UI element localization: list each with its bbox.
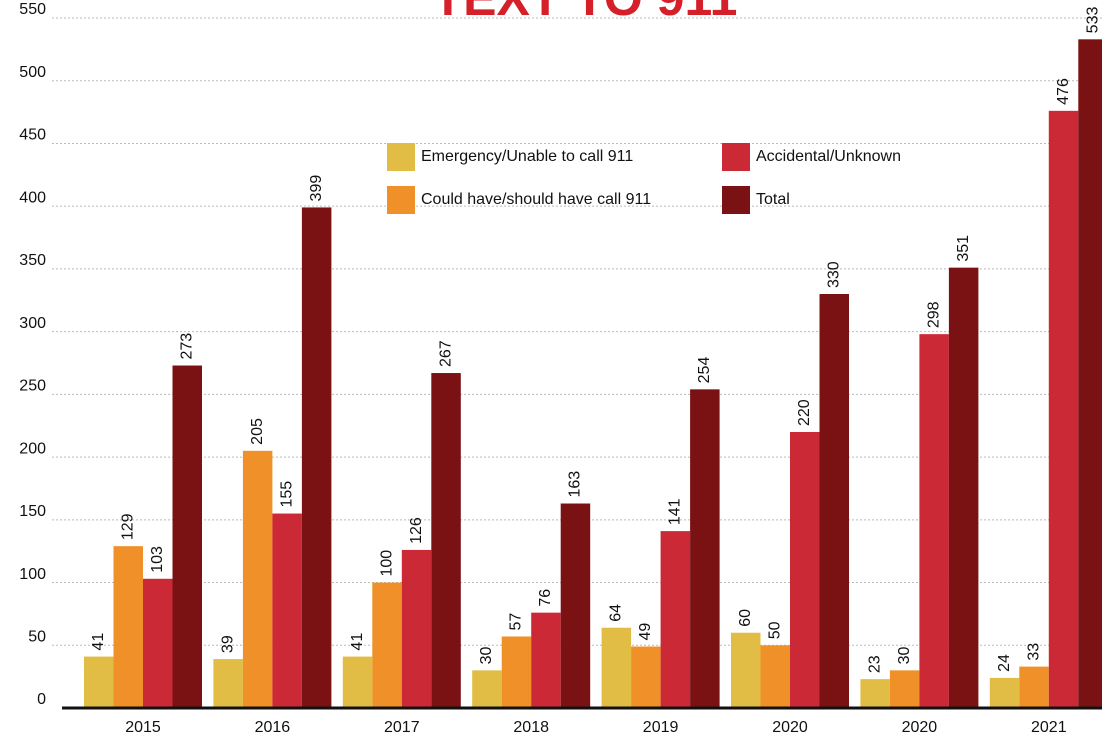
bar [143, 578, 173, 708]
legend-label: Total [756, 191, 790, 208]
bar [1048, 110, 1079, 708]
bar [213, 659, 243, 708]
x-tick-label: 2015 [125, 719, 161, 736]
value-label: 476 [1055, 78, 1072, 105]
value-label: 129 [119, 513, 136, 540]
bar [889, 670, 920, 708]
legend-swatch [722, 143, 750, 171]
bar [172, 365, 202, 708]
y-tick-label: 50 [28, 628, 46, 645]
bar [660, 531, 691, 708]
y-tick-label: 250 [19, 378, 46, 395]
value-label: 50 [766, 621, 783, 639]
legend-label: Could have/should have call 911 [421, 191, 651, 208]
value-label: 24 [996, 654, 1013, 672]
x-tick-label: 2018 [513, 719, 549, 736]
bar [760, 645, 790, 708]
bar [401, 549, 432, 708]
bar [531, 612, 561, 708]
value-label: 41 [90, 633, 107, 651]
y-tick-label: 200 [19, 440, 46, 457]
bar [919, 334, 949, 708]
bar [731, 632, 761, 708]
bar [272, 513, 302, 708]
bar [690, 389, 720, 708]
value-label: 220 [796, 399, 813, 426]
bar [601, 627, 632, 708]
legend-swatch [387, 186, 415, 214]
value-label: 351 [955, 235, 972, 262]
x-tick-label: 2020 [902, 719, 938, 736]
bar [84, 656, 114, 708]
value-label: 33 [1025, 643, 1042, 661]
legend-label: Emergency/Unable to call 911 [421, 148, 633, 165]
value-label: 23 [866, 655, 883, 673]
y-tick-label: 450 [19, 127, 46, 144]
bar [989, 677, 1020, 708]
value-label: 49 [637, 623, 654, 641]
value-label: 273 [178, 333, 195, 360]
x-tick-label: 2016 [255, 719, 291, 736]
value-label: 141 [667, 498, 684, 525]
y-tick-label: 500 [19, 64, 46, 81]
value-label: 76 [537, 589, 554, 607]
x-tick-label: 2017 [384, 719, 420, 736]
chart-title: TEXT TO 911 [433, 0, 738, 26]
legend-label: Accidental/Unknown [756, 148, 901, 165]
value-label: 205 [249, 418, 266, 445]
value-label: 41 [349, 633, 366, 651]
bar [342, 656, 373, 708]
bar [431, 373, 461, 708]
value-label: 30 [478, 646, 495, 664]
y-tick-label: 400 [19, 189, 46, 206]
bar [472, 670, 502, 708]
y-tick-label: 150 [19, 503, 46, 520]
bar [242, 450, 273, 708]
value-label: 163 [567, 471, 584, 498]
x-tick-label: 2021 [1031, 719, 1067, 736]
bar [860, 679, 890, 708]
value-label: 30 [896, 646, 913, 664]
x-tick-label: 2020 [772, 719, 808, 736]
bar [560, 503, 591, 708]
bar [1078, 39, 1102, 709]
value-label: 298 [925, 301, 942, 328]
value-label: 330 [825, 261, 842, 288]
value-label: 155 [278, 481, 295, 508]
bar [790, 432, 820, 708]
y-tick-label: 350 [19, 252, 46, 269]
value-label: 57 [508, 613, 525, 631]
bar [501, 636, 532, 708]
y-tick-label: 300 [19, 315, 46, 332]
bar [372, 582, 402, 708]
value-label: 60 [737, 609, 754, 627]
value-label: 103 [149, 546, 166, 573]
bar [819, 294, 849, 708]
value-label: 64 [608, 604, 625, 622]
value-label: 126 [408, 517, 425, 544]
value-label: 267 [437, 340, 454, 367]
bar [1019, 666, 1049, 708]
value-label: 399 [308, 175, 325, 202]
bar [113, 546, 143, 708]
bar [301, 207, 332, 708]
bar [948, 267, 979, 708]
bar [631, 646, 661, 708]
y-tick-label: 550 [19, 1, 46, 18]
value-label: 100 [378, 550, 395, 577]
value-label: 39 [219, 635, 236, 653]
y-tick-label: 100 [19, 566, 46, 583]
legend-swatch [387, 143, 415, 171]
y-tick-label: 0 [37, 691, 46, 708]
x-tick-label: 2019 [643, 719, 679, 736]
value-label: 533 [1084, 7, 1101, 34]
value-label: 254 [696, 357, 713, 384]
legend-swatch [722, 186, 750, 214]
